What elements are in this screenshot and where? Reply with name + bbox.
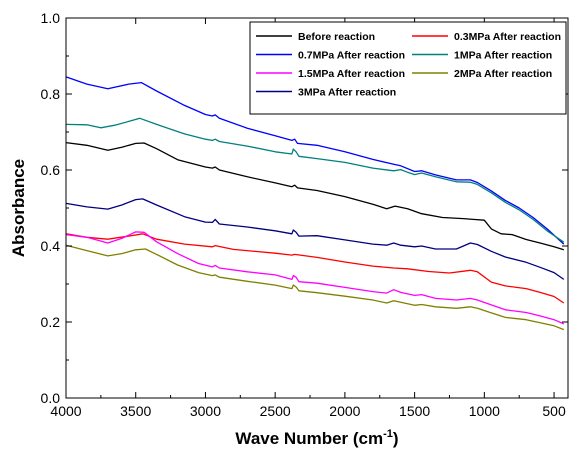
legend-label: 2MPa After reaction	[454, 68, 552, 80]
legend-label: 1MPa After reaction	[454, 50, 552, 62]
series-line-0	[65, 141, 564, 251]
x-tick-label: 4000	[50, 403, 81, 419]
legend-label: 3MPa After reaction	[298, 87, 396, 99]
y-tick-label: 0.0	[41, 390, 61, 406]
y-tick-label: 0.4	[41, 238, 61, 254]
x-tick-label: 500	[542, 403, 566, 419]
y-tick-label: 0.6	[41, 162, 61, 178]
series-lines	[65, 76, 565, 331]
series-line-2	[65, 76, 565, 245]
legend-label: 0.3MPa After reaction	[454, 31, 561, 43]
x-tick-label: 3500	[120, 403, 151, 419]
x-tick-label: 1500	[399, 403, 430, 419]
x-axis: 4000 3500 3000 2500 2000 1500 1000 500	[50, 18, 566, 419]
x-axis-title: Wave Number (cm-1)	[235, 428, 398, 448]
y-tick-label: 1.0	[41, 10, 61, 26]
legend-label: 0.7MPa After reaction	[298, 50, 405, 62]
y-tick-label: 0.2	[41, 314, 61, 330]
series-line-4	[65, 231, 565, 325]
legend-box	[249, 21, 567, 115]
legend-label: 1.5MPa After reaction	[298, 68, 405, 80]
x-tick-label: 2500	[260, 403, 291, 419]
series-line-5	[65, 244, 565, 331]
x-tick-label: 1000	[469, 403, 500, 419]
series-line-6	[65, 198, 565, 280]
legend: Before reaction 0.3MPa After reaction 0.7M…	[249, 21, 567, 115]
x-tick-label: 3000	[190, 403, 221, 419]
legend-label: Before reaction	[298, 31, 375, 43]
y-axis-title: Absorbance	[9, 159, 28, 257]
y-axis: 0.0 0.2 0.4 0.6 0.8 1.0	[41, 10, 568, 406]
x-tick-label: 2000	[329, 403, 360, 419]
series-line-3	[65, 117, 565, 243]
y-tick-label: 0.8	[41, 86, 61, 102]
